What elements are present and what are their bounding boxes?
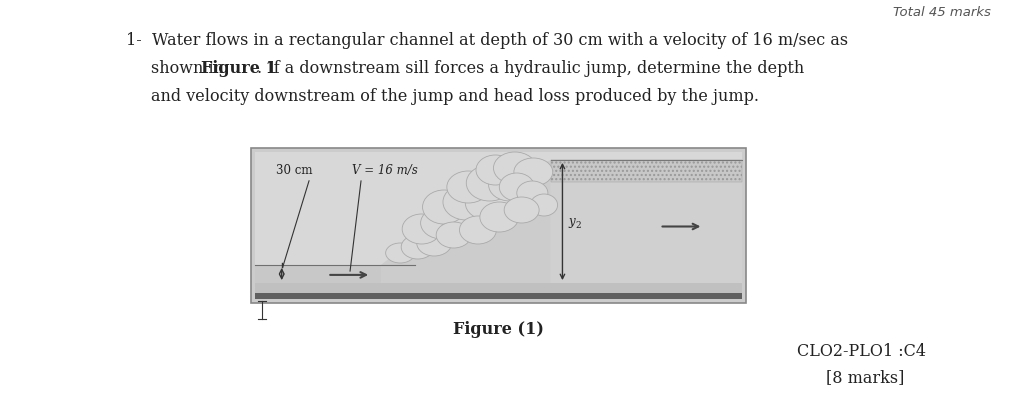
Bar xyxy=(551,160,742,182)
Text: and velocity downstream of the jump and head loss produced by the jump.: and velocity downstream of the jump and … xyxy=(151,88,759,105)
Text: [8 marks]: [8 marks] xyxy=(825,369,904,386)
Ellipse shape xyxy=(480,202,519,232)
Ellipse shape xyxy=(530,194,558,216)
Ellipse shape xyxy=(401,235,434,259)
Text: shown in: shown in xyxy=(151,60,228,77)
Text: Total 45 marks: Total 45 marks xyxy=(893,6,991,19)
Text: 2: 2 xyxy=(575,221,581,230)
Ellipse shape xyxy=(504,197,539,223)
Text: Figure 1: Figure 1 xyxy=(201,60,276,77)
Ellipse shape xyxy=(423,190,465,224)
Ellipse shape xyxy=(466,165,513,201)
Text: 30 cm: 30 cm xyxy=(275,164,312,177)
Text: Figure (1): Figure (1) xyxy=(453,321,544,338)
Bar xyxy=(255,265,415,283)
Text: CLO2-PLO1 :C4: CLO2-PLO1 :C4 xyxy=(797,343,926,360)
Ellipse shape xyxy=(421,207,464,239)
Bar xyxy=(255,293,742,299)
Ellipse shape xyxy=(441,203,482,235)
Bar xyxy=(255,293,742,299)
Text: 1-  Water flows in a rectangular channel at depth of 30 cm with a velocity of 16: 1- Water flows in a rectangular channel … xyxy=(126,32,849,49)
Ellipse shape xyxy=(460,216,497,244)
Text: V = 16 m/s: V = 16 m/s xyxy=(351,164,418,177)
Bar xyxy=(255,152,742,299)
Ellipse shape xyxy=(465,186,510,220)
Bar xyxy=(551,160,742,283)
Polygon shape xyxy=(381,160,551,283)
Ellipse shape xyxy=(476,155,515,185)
Ellipse shape xyxy=(443,184,489,220)
Bar xyxy=(255,283,742,293)
Ellipse shape xyxy=(446,171,489,203)
Ellipse shape xyxy=(417,230,452,256)
Ellipse shape xyxy=(494,152,537,184)
Text: y: y xyxy=(568,215,574,228)
Ellipse shape xyxy=(517,181,548,205)
Ellipse shape xyxy=(436,222,471,248)
Bar xyxy=(251,148,746,303)
Text: . If a downstream sill forces a hydraulic jump, determine the depth: . If a downstream sill forces a hydrauli… xyxy=(257,60,805,77)
Ellipse shape xyxy=(500,173,535,201)
Ellipse shape xyxy=(514,158,553,186)
Ellipse shape xyxy=(488,169,531,201)
Ellipse shape xyxy=(386,243,415,263)
Ellipse shape xyxy=(402,214,441,244)
